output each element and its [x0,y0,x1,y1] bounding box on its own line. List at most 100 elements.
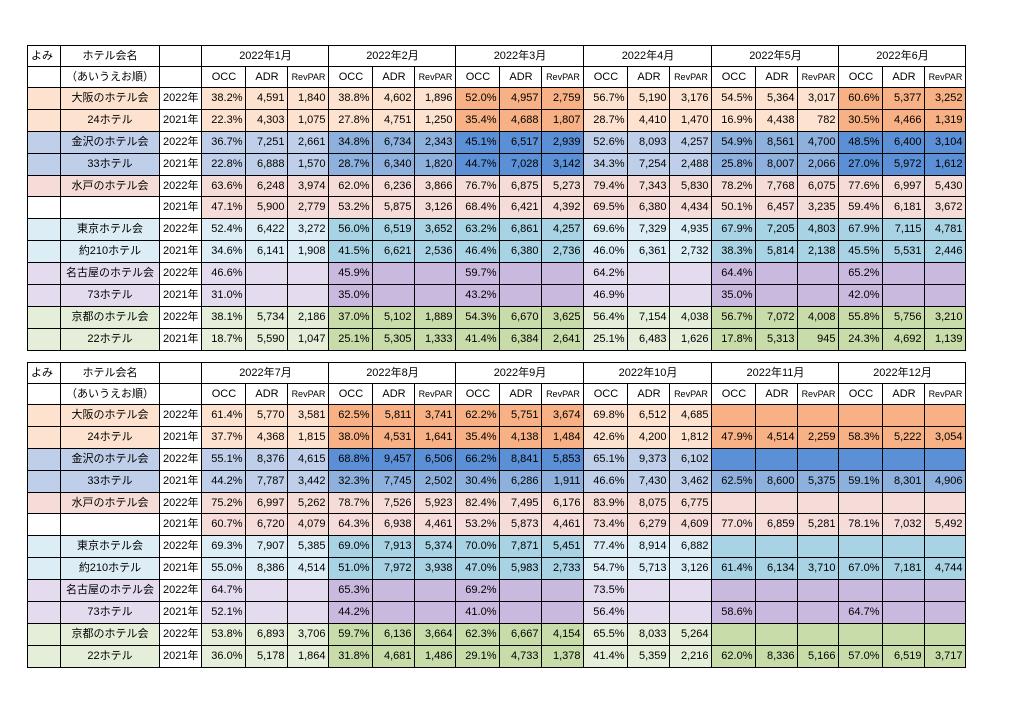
revpar-cell: 5,264 [669,622,713,646]
adr-cell: 6,483 [627,327,671,351]
adr-header: ADR [499,66,543,88]
adr-cell: 6,512 [627,404,671,427]
adr-cell: 6,621 [372,240,416,264]
revpar-cell: 2,732 [669,240,713,264]
occ-cell: 57.0% [838,644,884,668]
revpar-cell: 3,672 [924,196,967,220]
revpar-cell [414,262,457,286]
occ-cell: 48.5% [838,130,884,154]
yomi-cell [27,327,61,351]
yomi-header: よみ [27,362,61,384]
adr-cell: 9,373 [627,447,671,471]
occ-cell: 34.3% [583,152,629,176]
revpar-cell: 5,262 [287,491,330,515]
yomi-cell [27,601,61,624]
revpar-cell: 4,803 [797,218,840,242]
occ-header: OCC [711,383,757,405]
occ-cell: 44.2% [328,601,374,624]
revpar-header: RevPAR [924,383,967,405]
occ-cell: 62.5% [328,404,374,427]
adr-header: ADR [245,383,289,405]
occ-cell: 73.5% [583,579,629,603]
occ-cell: 62.5% [711,469,757,493]
revpar-cell: 3,104 [924,130,967,154]
occ-header: OCC [838,383,884,405]
table-row: 73ホテル 2021年 31.0% 35.0% 43.2% 46.9% 35.0% 42.0% [27,284,967,307]
table-row: 名古屋のホテル会 2022年 46.6% 45.9% 59.7% 64.2% 64.4% 65… [27,262,967,286]
occ-cell: 62.3% [455,622,501,646]
revpar-cell [414,284,457,307]
occ-cell: 56.0% [328,218,374,242]
revpar-cell: 4,257 [669,130,713,154]
adr-header: ADR [499,383,543,405]
adr-cell [755,491,799,515]
adr-cell: 6,136 [372,622,416,646]
revpar-cell: 1,612 [924,152,967,176]
revpar-cell: 6,075 [797,174,840,198]
adr-cell: 5,305 [372,327,416,351]
revpar-cell: 1,484 [541,425,585,449]
revpar-cell: 1,908 [287,240,330,264]
occ-cell: 56.7% [583,87,629,110]
revpar-cell [541,579,585,603]
adr-cell [882,447,926,471]
occ-cell: 64.3% [328,513,374,537]
table-row: 33ホテル 2021年 44.2% 7,787 3,442 32.3% 7,745 2,502… [27,469,967,493]
month-header: 2022年2月 [328,45,457,67]
adr-cell [755,601,799,624]
revpar-cell: 1,570 [287,152,330,176]
adr-cell [627,601,671,624]
adr-cell: 7,329 [627,218,671,242]
revpar-cell: 2,446 [924,240,967,264]
occ-cell: 69.2% [455,579,501,603]
adr-cell: 7,181 [882,557,926,581]
revpar-cell [797,535,840,559]
hotel-name-cell: 73ホテル [60,601,160,624]
adr-cell: 8,007 [755,152,799,176]
occ-cell: 27.8% [328,108,374,132]
hotel-name-cell: 33ホテル [60,152,160,176]
revpar-cell: 5,853 [541,447,585,471]
revpar-cell: 1,047 [287,327,330,351]
revpar-cell: 1,889 [414,305,457,329]
revpar-header: RevPAR [414,383,457,405]
adr-cell: 6,279 [627,513,671,537]
adr-cell: 7,913 [372,535,416,559]
month-header: 2022年3月 [455,45,585,67]
month-header: 2022年4月 [583,45,713,67]
revpar-cell: 2,138 [797,240,840,264]
revpar-cell: 5,830 [669,174,713,198]
occ-cell: 46.9% [583,284,629,307]
adr-cell: 4,200 [627,425,671,449]
revpar-cell: 1,896 [414,87,457,110]
yomi-cell [27,622,61,646]
hotel-name-cell: 約210ホテル [60,557,160,581]
occ-cell: 55.1% [201,447,247,471]
revpar-cell: 3,126 [414,196,457,220]
revpar-cell: 2,259 [797,425,840,449]
revpar-cell: 1,815 [287,425,330,449]
occ-header: OCC [838,66,884,88]
yomi-cell [27,262,61,286]
hotel-name-cell: 73ホテル [60,284,160,307]
occupancy-table-1: よみ ホテル会名 2022年1月 2022年2月 2022年3月 2022年4月 2022年… [27,45,967,351]
occ-cell: 52.6% [583,130,629,154]
yomi-cell [27,284,61,307]
year-cell: 2022年 [158,87,203,110]
adr-cell: 8,914 [627,535,671,559]
occ-cell: 37.0% [328,305,374,329]
revpar-cell: 1,333 [414,327,457,351]
occ-header: OCC [328,66,374,88]
revpar-cell: 3,142 [541,152,585,176]
hotel-name-header: ホテル会名 [60,45,160,67]
occ-cell [711,491,757,515]
revpar-cell: 2,779 [287,196,330,220]
revpar-cell: 2,343 [414,130,457,154]
year-sub-blank [158,66,203,88]
yomi-cell [27,240,61,264]
revpar-cell: 1,378 [541,644,585,668]
hotel-name-cell [60,513,160,537]
adr-cell: 6,236 [372,174,416,198]
occ-cell: 28.7% [328,152,374,176]
month-header: 2022年1月 [201,45,330,67]
